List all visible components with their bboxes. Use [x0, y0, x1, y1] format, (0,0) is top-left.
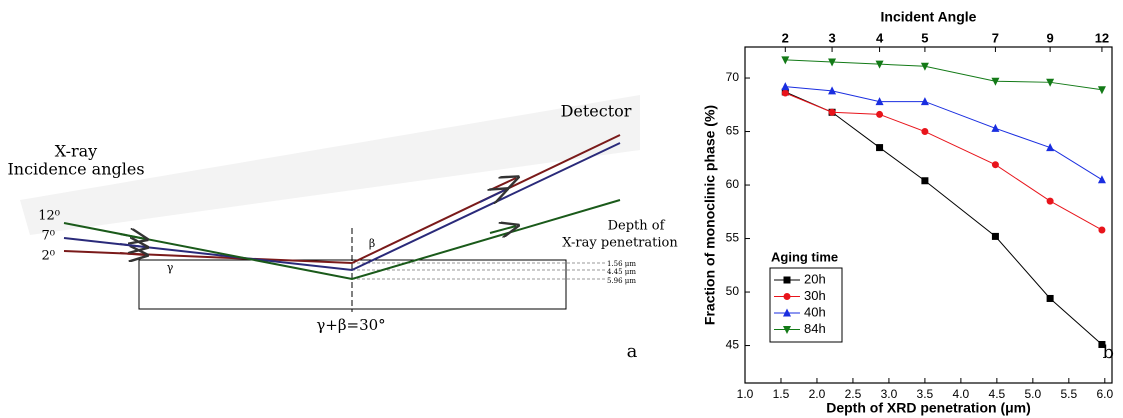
- legend-title: Aging time: [771, 249, 838, 264]
- x2-tick-label: 4: [876, 30, 884, 45]
- marker: [1046, 197, 1054, 205]
- x2-tick-label: 12: [1095, 30, 1109, 45]
- marker: [991, 123, 1000, 132]
- x-tick-label: 1.5: [773, 387, 790, 401]
- x-tick-label: 6.0: [1096, 387, 1113, 401]
- x2-tick-label: 2: [782, 30, 789, 45]
- x2-tick-label: 5: [921, 30, 928, 45]
- marker: [828, 58, 837, 67]
- depth-title: X-ray penetration: [562, 236, 678, 251]
- marker: [920, 62, 929, 71]
- legend-label: 40h: [804, 304, 826, 319]
- y-tick-label: 45: [726, 338, 740, 352]
- marker: [783, 293, 791, 300]
- x2-tick-label: 3: [828, 30, 835, 45]
- y-tick-label: 70: [726, 70, 740, 84]
- x-tick-label: 2.0: [809, 387, 826, 401]
- depth-title: Depth of: [608, 219, 666, 234]
- x2-tick-label: 7: [992, 30, 999, 45]
- x-tick-label: 5.0: [1024, 387, 1041, 401]
- legend-label: 20h: [804, 271, 826, 286]
- marker: [875, 97, 884, 106]
- y-tick-label: 60: [726, 177, 740, 191]
- series-line: [785, 86, 1103, 181]
- y-tick-label: 65: [726, 124, 740, 138]
- angle-label: 12⁰: [38, 209, 60, 224]
- marker: [783, 276, 791, 284]
- x-tick-label: 4.0: [953, 387, 970, 401]
- x2-axis-label: Incident Angle: [881, 9, 977, 25]
- marker: [783, 326, 791, 334]
- y-tick-label: 55: [726, 231, 740, 245]
- marker: [921, 128, 929, 136]
- marker: [991, 161, 999, 169]
- marker: [921, 177, 929, 185]
- x-tick-label: 5.5: [1060, 387, 1077, 401]
- marker: [781, 89, 789, 97]
- x-tick-label: 1.0: [737, 387, 754, 401]
- marker: [828, 86, 837, 95]
- background-arrow: [20, 95, 640, 235]
- angle-label: 7⁰: [42, 229, 55, 244]
- marker: [876, 110, 884, 118]
- angle-label: 2⁰: [42, 249, 55, 264]
- legend-label: 84h: [804, 321, 826, 336]
- x-tick-label: 3.5: [917, 387, 934, 401]
- depth-label: 4.45 μm: [607, 268, 636, 276]
- x2-tick-label: 9: [1046, 30, 1053, 45]
- ray-7: [63, 142, 621, 272]
- x-tick-label: 3.0: [881, 387, 898, 401]
- marker: [781, 56, 790, 65]
- marker: [991, 77, 1000, 86]
- x-axis-label: Depth of XRD penetration (μm): [826, 400, 1031, 416]
- ray-arrows: [119, 178, 516, 255]
- marker: [920, 97, 929, 106]
- ray-12: [63, 199, 621, 281]
- incidence-label: Incidence angles: [7, 160, 144, 179]
- marker: [1098, 226, 1106, 234]
- equation: γ+β=30°: [316, 316, 385, 334]
- depth-label: 1.56 μm: [607, 260, 636, 268]
- xray-label: X-ray: [55, 142, 97, 161]
- series-line: [785, 91, 1103, 345]
- marker: [1097, 175, 1106, 184]
- marker: [876, 144, 884, 152]
- marker: [1046, 78, 1055, 87]
- marker: [781, 82, 790, 91]
- marker: [783, 308, 791, 317]
- y-axis-label: Fraction of monoclinic phase (%): [702, 105, 718, 325]
- depth-label: 5.96 μm: [607, 277, 636, 285]
- marker: [828, 108, 836, 116]
- beta-label: β: [369, 237, 375, 250]
- x-tick-label: 2.5: [845, 387, 862, 401]
- diagram: Detector X-ray Incidence angles 12⁰ 7⁰ 2…: [7, 95, 678, 362]
- panel-label: a: [627, 341, 638, 362]
- gamma-label: γ: [167, 261, 174, 274]
- detector-label: Detector: [561, 102, 632, 121]
- plot-frame: [744, 46, 1113, 384]
- ray-2: [63, 134, 621, 265]
- marker: [1046, 143, 1055, 152]
- legend-box: [769, 267, 843, 343]
- marker: [991, 232, 999, 240]
- marker: [875, 60, 884, 69]
- legend-label: 30h: [804, 288, 826, 303]
- marker: [1098, 340, 1106, 348]
- marker: [1046, 294, 1054, 302]
- marker: [1097, 86, 1106, 95]
- x-tick-label: 4.5: [989, 387, 1006, 401]
- depth-lines: [352, 262, 605, 280]
- panel-label: b: [1102, 342, 1114, 363]
- y-tick-label: 50: [726, 284, 740, 298]
